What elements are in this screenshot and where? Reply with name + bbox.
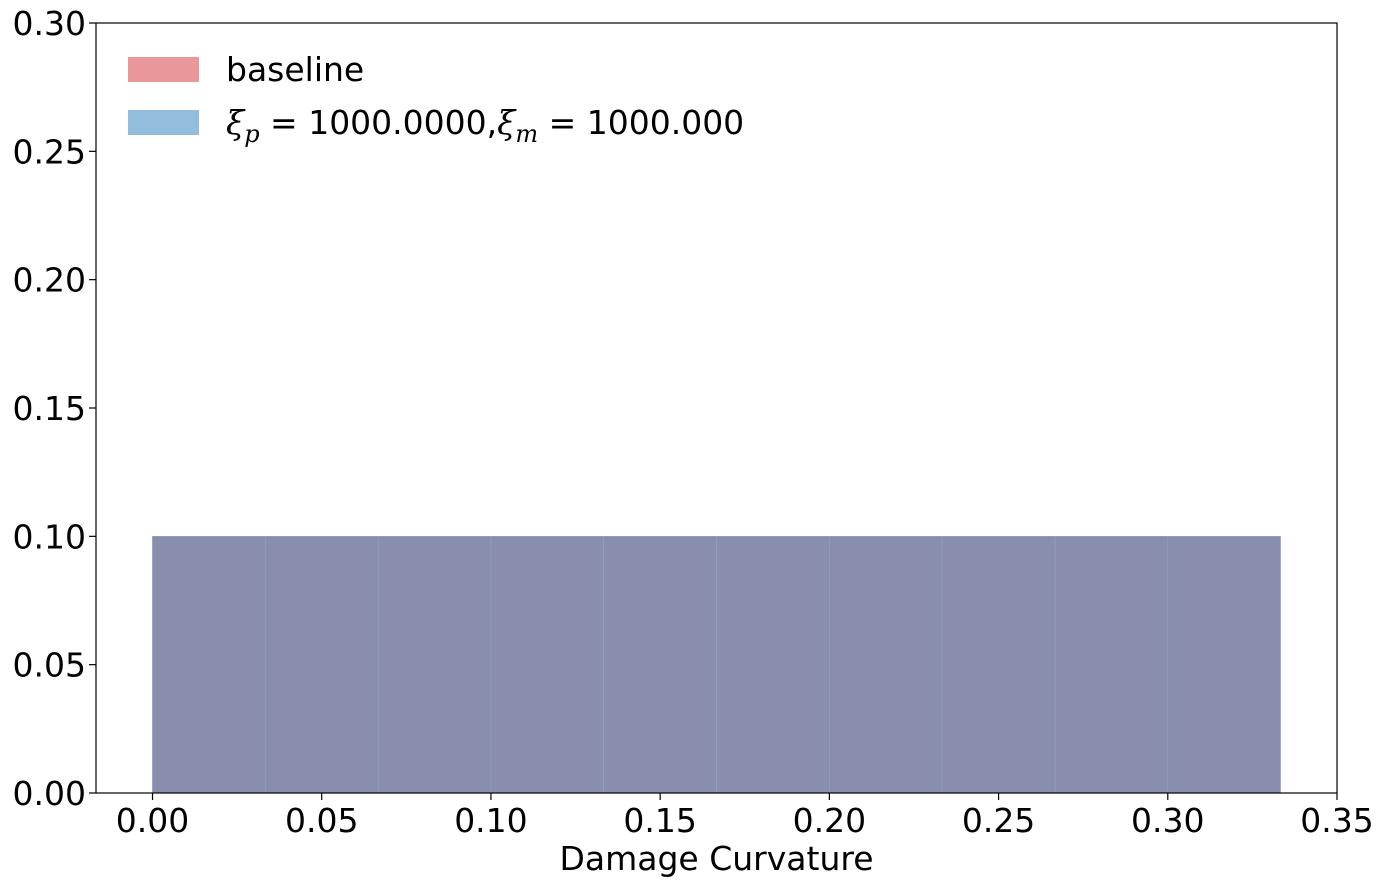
xi-bar <box>490 536 604 794</box>
xi-series-bars <box>152 536 1281 794</box>
y-tick-label: 0.30 <box>13 4 86 43</box>
x-tick-label: 0.10 <box>454 801 527 840</box>
xi-bar <box>716 536 830 794</box>
xi-bar <box>264 536 379 794</box>
xi-bar <box>1167 536 1281 794</box>
x-axis-label: Damage Curvature <box>559 839 873 878</box>
y-tick-label: 0.10 <box>13 517 86 556</box>
xi-bar <box>152 536 266 794</box>
y-tick-label: 0.05 <box>13 646 86 685</box>
y-tick-label: 0.15 <box>13 389 86 428</box>
legend-swatch-xi <box>128 110 199 135</box>
y-axis: 0.00 0.05 0.10 0.15 0.20 0.25 0.30 <box>13 4 96 813</box>
xi-bar <box>829 536 943 794</box>
legend-label-baseline: baseline <box>226 50 364 89</box>
xi-bar <box>377 536 492 794</box>
y-tick-label: 0.25 <box>13 132 86 171</box>
xi-bar <box>941 536 1056 794</box>
x-tick-label: 0.30 <box>1131 801 1204 840</box>
x-tick-label: 0.05 <box>285 801 358 840</box>
legend-swatch-baseline <box>128 57 199 82</box>
legend: baseline ξp = 1000.0000,ξm = 1000.000 <box>128 50 744 148</box>
x-tick-label: 0.20 <box>793 801 866 840</box>
x-tick-label: 0.15 <box>623 801 696 840</box>
xi-bar <box>603 536 717 794</box>
x-tick-label: 0.35 <box>1300 801 1373 840</box>
legend-label-xi: ξp = 1000.0000,ξm = 1000.000 <box>226 103 744 148</box>
x-axis: 0.00 0.05 0.10 0.15 0.20 0.25 0.30 0.35 <box>116 793 1374 840</box>
xi-bar <box>1054 536 1169 794</box>
x-tick-label: 0.25 <box>962 801 1035 840</box>
y-tick-label: 0.00 <box>13 774 86 813</box>
y-tick-label: 0.20 <box>13 261 86 300</box>
x-tick-label: 0.00 <box>116 801 189 840</box>
